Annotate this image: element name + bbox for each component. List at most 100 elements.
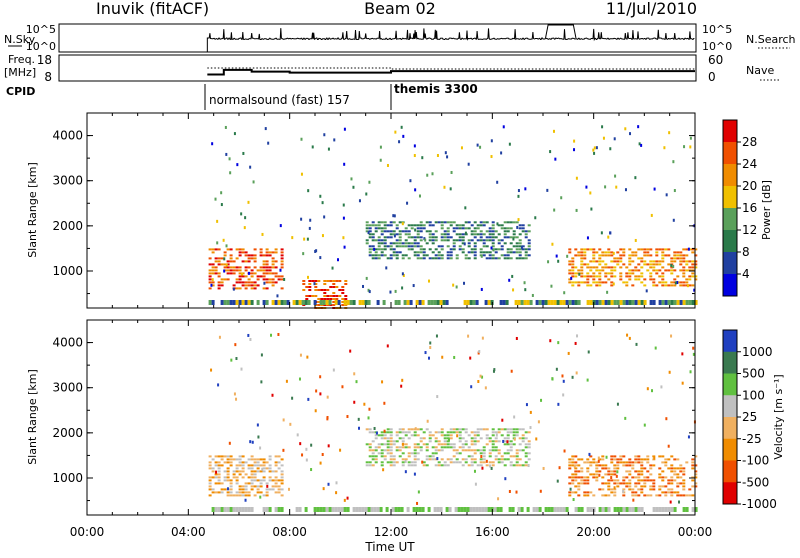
echo-cell (625, 464, 629, 467)
echo-cell (251, 440, 254, 444)
echo-cell (681, 381, 684, 385)
echo-cell (491, 431, 495, 434)
echo-cell (436, 300, 440, 305)
echo-cell (274, 275, 278, 278)
echo-cell (401, 428, 405, 431)
echo-cell (682, 479, 686, 482)
echo-cell (616, 263, 620, 266)
echo-cell (622, 300, 626, 305)
echo-cell (580, 263, 584, 266)
echo-cell (339, 448, 342, 452)
echo-cell (323, 292, 327, 294)
echo-cell (661, 461, 665, 464)
echo-cell (464, 458, 468, 461)
echo-cell (323, 283, 327, 285)
echo-cell (262, 269, 266, 272)
echo-cell (253, 464, 257, 467)
echo-cell (558, 466, 561, 470)
echo-cell (499, 300, 503, 305)
echo-cell (389, 230, 393, 233)
echo-cell (503, 443, 507, 446)
echo-cell (331, 266, 334, 270)
echo-cell (573, 139, 576, 143)
echo-cell (613, 482, 617, 485)
echo-cell (643, 485, 647, 488)
echo-cell (478, 349, 481, 353)
echo-cell (624, 416, 627, 420)
echo-cell (593, 151, 596, 155)
echo-cell (679, 251, 683, 254)
echo-cell (606, 290, 609, 294)
echo-cell (664, 485, 668, 488)
echo-cell (664, 494, 668, 497)
echo-cell (446, 251, 450, 254)
echo-cell (572, 498, 575, 502)
echo-cell (280, 479, 284, 482)
echo-cell (449, 236, 453, 239)
time-tick-label: 00:00 (70, 525, 105, 539)
echo-cell (586, 482, 590, 485)
echo-cell (319, 507, 323, 512)
echo-cell (222, 238, 225, 242)
echo-cell (586, 281, 590, 284)
echo-cell (580, 260, 584, 263)
echo-cell (368, 464, 372, 467)
echo-cell (458, 245, 462, 248)
echo-cell (268, 266, 272, 269)
echo-cell (398, 446, 402, 449)
echo-cell (577, 485, 581, 488)
echo-cell (223, 461, 227, 464)
echo-cell (604, 254, 608, 257)
echo-cell (383, 245, 387, 248)
echo-cell (398, 230, 402, 233)
echo-cell (685, 284, 689, 287)
echo-cell (367, 288, 370, 292)
echo-cell (250, 470, 254, 473)
echo-cell (535, 300, 539, 305)
echo-cell (473, 230, 477, 233)
echo-cell (518, 254, 522, 257)
echo-cell (449, 428, 453, 431)
range-tick-label: 2000 (52, 219, 83, 233)
echo-cell (580, 467, 584, 470)
echo-cell (479, 239, 483, 242)
echo-cell (604, 494, 608, 497)
echo-cell (256, 458, 260, 461)
echo-cell (607, 254, 611, 257)
echo-cell (682, 507, 686, 512)
echo-cell (664, 461, 668, 464)
echo-cell (524, 230, 528, 233)
echo-cell (365, 443, 369, 446)
power-frame (86, 112, 696, 309)
echo-cell (256, 461, 260, 464)
echo-cell (598, 257, 602, 260)
echo-cell (515, 461, 519, 464)
echo-cell (374, 224, 378, 227)
echo-cell (622, 494, 626, 497)
echo-cell (571, 455, 575, 458)
echo-cell (494, 446, 498, 449)
echo-cell (547, 260, 550, 264)
echo-cell (250, 473, 254, 476)
echo-cell (494, 458, 498, 461)
echo-cell (211, 470, 215, 473)
echo-cell (694, 266, 698, 269)
echo-cell (592, 476, 596, 479)
echo-cell (238, 272, 242, 275)
echo-cell (380, 248, 384, 251)
echo-cell (416, 227, 420, 230)
echo-cell (280, 488, 284, 491)
echo-cell (406, 201, 409, 205)
echo-cell (407, 464, 411, 467)
echo-cell (413, 449, 417, 452)
echo-cell (250, 300, 254, 305)
echo-cell (580, 248, 584, 251)
echo-cell (229, 482, 233, 485)
echo-cell (225, 244, 228, 248)
echo-cell (634, 275, 638, 278)
echo-cell (602, 136, 605, 140)
echo-cell (398, 449, 402, 452)
echo-cell (383, 224, 387, 227)
echo-cell (395, 254, 399, 257)
echo-cell (628, 269, 632, 272)
